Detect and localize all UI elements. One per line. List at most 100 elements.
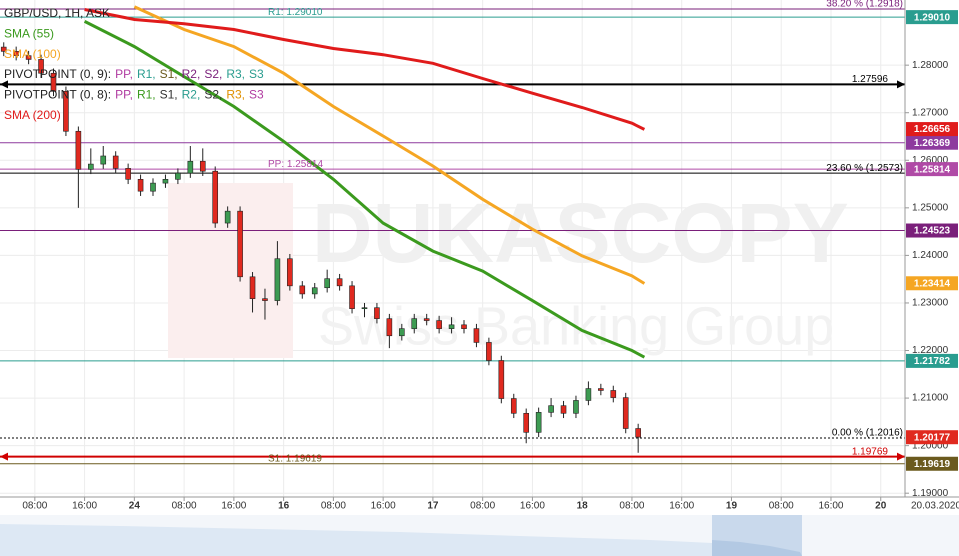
price-box: [906, 10, 958, 25]
candle-body: [374, 307, 380, 319]
y-tick-label: 1.22000: [912, 345, 949, 356]
candle-body: [411, 318, 418, 329]
candle-body: [349, 285, 355, 309]
fib-note: 38.20 % (1.2918): [826, 0, 903, 10]
x-tick-label: 16:00: [520, 501, 545, 512]
legend-pivot-part: PP,: [115, 88, 133, 102]
y-tick-label: 1.23000: [912, 298, 949, 309]
candle-body: [610, 390, 617, 398]
candle-body: [150, 182, 156, 192]
legend-pivot: PIVOTPOINT (0, 9): PP, R1, S1, R2, S2, R3, S3: [4, 67, 264, 81]
arrow-head: [897, 80, 905, 89]
candle-body: [535, 412, 542, 433]
legend-pivot-part: PP,: [115, 67, 133, 81]
x-tick-label: 08:00: [619, 501, 644, 512]
candle-body: [486, 342, 492, 361]
candle-body: [88, 163, 94, 170]
x-tick-label: 16:00: [818, 501, 843, 512]
x-tick-label: 16:00: [669, 501, 694, 512]
legend-pivot-part: R1,: [137, 88, 156, 102]
price-box-label: 1.26656: [914, 124, 951, 135]
arrow-head: [0, 452, 8, 461]
candle-body: [622, 397, 629, 429]
legend-pivot-part: S1,: [160, 67, 178, 81]
price-box: [906, 430, 958, 445]
date-label: 20.03.2020: [911, 501, 959, 512]
candle-body: [50, 72, 57, 92]
legend-pivot-part: PIVOTPOINT (0, 9):: [4, 67, 111, 81]
candle-body: [262, 298, 268, 301]
price-box: [906, 122, 958, 137]
price-box: [906, 162, 958, 177]
fib-note: 0.00 % (1.2016): [832, 428, 903, 439]
price-box-label: 1.26369: [914, 138, 951, 149]
candle-body: [287, 258, 293, 287]
candle-body: [386, 318, 393, 337]
candle-body: [585, 388, 592, 401]
candle-body: [361, 307, 368, 310]
candle-body: [112, 155, 119, 169]
level-label: 1.19769: [852, 446, 889, 457]
price-box: [906, 353, 958, 368]
candle-body: [598, 388, 604, 391]
candle-body: [635, 428, 641, 438]
watermark: DUKASCOPY Swiss Banking Group: [168, 183, 849, 358]
legend-pivot-part: R3,: [226, 88, 245, 102]
price-box-label: 1.19619: [914, 459, 951, 470]
legend-pivot-part: R2,: [182, 88, 201, 102]
price-box-label: 1.24523: [914, 226, 951, 237]
legend-pivot-part: S1,: [160, 88, 178, 102]
x-tick-label: 08:00: [22, 501, 47, 512]
legend-pivot-part: R3,: [226, 67, 245, 81]
x-tick-label: 08:00: [321, 501, 346, 512]
y-tick-label: 1.24000: [912, 250, 949, 261]
navigator-window-area: [712, 540, 802, 556]
legend-entry: SMA (100): [4, 47, 61, 61]
legend-pivot-part: S3: [249, 88, 264, 102]
candle-body: [187, 160, 194, 174]
price-box-label: 1.29010: [914, 12, 951, 23]
y-tick-label: 1.28000: [912, 60, 949, 71]
watermark-text: DUKASCOPY: [312, 186, 849, 280]
arrow-head: [897, 452, 905, 461]
candle-body: [498, 360, 505, 399]
y-tick-label: 1.21000: [912, 393, 949, 404]
arrow-head: [0, 80, 8, 89]
candle-body: [448, 324, 455, 329]
candle-body: [137, 179, 144, 192]
x-tick-label: 19: [726, 501, 738, 512]
candle-body: [324, 278, 330, 289]
candle-body: [548, 405, 554, 413]
x-tick-label: 24: [129, 501, 141, 512]
candle-body: [38, 59, 44, 74]
x-tick-label: 08:00: [769, 501, 794, 512]
pivot-note: S1: 1.19619: [268, 453, 322, 464]
price-box: [906, 456, 958, 471]
x-tick-label: 08:00: [172, 501, 197, 512]
candle-body: [274, 258, 281, 301]
price-box: [906, 223, 958, 238]
y-tick-label: 1.27000: [912, 107, 949, 118]
x-tick-label: 08:00: [470, 501, 495, 512]
candle-body: [0, 46, 7, 52]
sma-line: [83, 20, 646, 359]
watermark-logo: [168, 183, 293, 358]
y-tick-label: 1.19000: [912, 488, 949, 499]
candle-body: [13, 51, 19, 56]
price-box-label: 1.21782: [914, 356, 951, 367]
candle-body: [336, 278, 343, 287]
legend-title: GBP/USD, 1H, ASK: [4, 6, 110, 20]
price-box-label: 1.20177: [914, 432, 951, 443]
candle-body: [473, 328, 480, 343]
x-tick-label: 16:00: [72, 501, 97, 512]
candle-body: [423, 318, 430, 321]
candle-body: [162, 179, 169, 184]
candle-body: [311, 287, 318, 295]
price-box: [906, 276, 958, 291]
x-tick-label: 16: [278, 501, 290, 512]
price-box: [906, 135, 958, 150]
level-label: 1.27596: [852, 74, 889, 85]
candle-body: [573, 400, 579, 414]
